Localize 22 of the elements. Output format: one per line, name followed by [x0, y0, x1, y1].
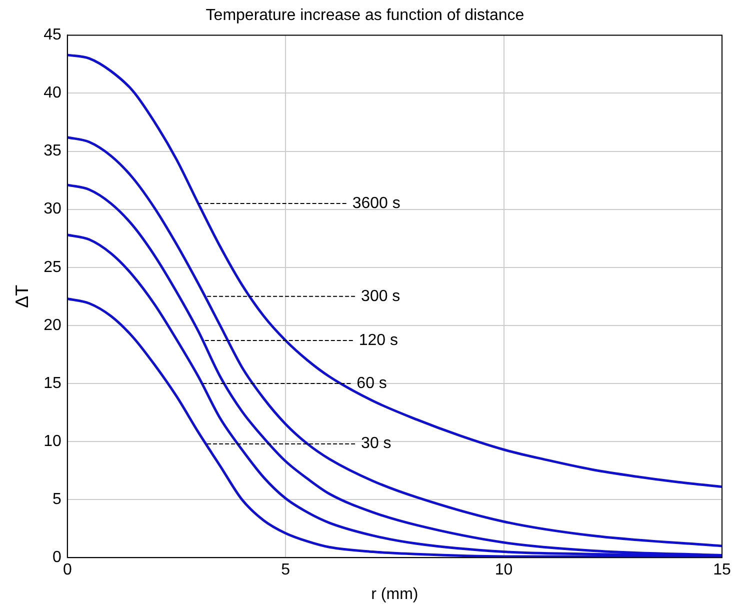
y-tick-label: 25	[44, 258, 62, 276]
x-tick-label: 15	[713, 562, 731, 579]
x-axis-title: r (mm)	[371, 586, 418, 603]
annotation: 300 s	[361, 288, 400, 305]
y-tick-label: 0	[52, 549, 62, 566]
annotation: 30 s	[361, 435, 392, 452]
y-tick-label: 40	[44, 84, 62, 102]
y-tick-label: 15	[44, 374, 62, 392]
y-axis-title: ΔT	[12, 284, 32, 308]
y-tick-label: 45	[44, 26, 62, 44]
y-tick-label: 35	[44, 142, 62, 160]
chart-title: Temperature increase as function of distance	[206, 7, 524, 24]
y-tick-label: 10	[44, 432, 62, 450]
y-tick-label: 5	[52, 490, 62, 508]
annotation: 60 s	[356, 374, 387, 392]
annotation: 120 s	[358, 332, 398, 349]
x-tick-label: 5	[281, 562, 290, 579]
y-tick-label: 20	[44, 316, 62, 334]
line-series	[67, 54, 722, 488]
y-tick-label: 30	[44, 200, 62, 218]
x-tick-label: 10	[494, 562, 513, 579]
annotation: 3600 s	[352, 194, 400, 212]
